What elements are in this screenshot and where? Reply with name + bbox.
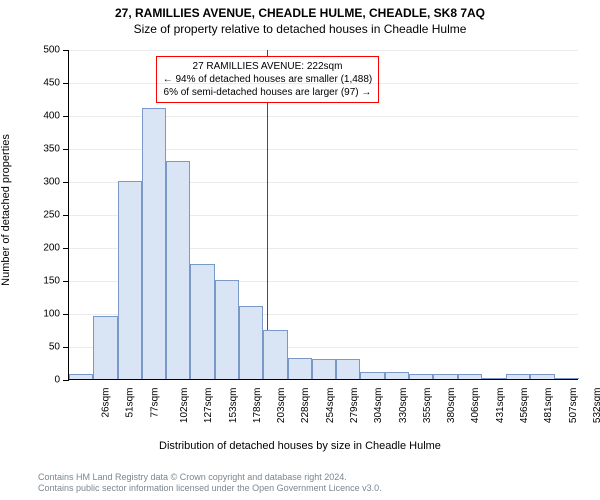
x-tick-label: 330sqm [398, 388, 409, 424]
y-tick [63, 83, 69, 84]
y-tick [63, 248, 69, 249]
page-title-main: 27, RAMILLIES AVENUE, CHEADLE HULME, CHE… [0, 0, 600, 20]
histogram-bar [166, 161, 190, 379]
x-tick-label: 51sqm [125, 388, 136, 418]
histogram-bar [458, 374, 482, 379]
x-tick-label: 481sqm [543, 388, 554, 424]
y-tick-label: 200 [28, 243, 60, 254]
x-tick-label: 456sqm [519, 388, 530, 424]
x-tick-label: 380sqm [446, 388, 457, 424]
y-tick-label: 250 [28, 210, 60, 221]
histogram-bar [360, 372, 384, 379]
y-tick-label: 300 [28, 177, 60, 188]
y-tick-label: 350 [28, 144, 60, 155]
histogram-bar [215, 280, 239, 379]
y-tick-label: 150 [28, 276, 60, 287]
annotation-line-3: 6% of semi-detached houses are larger (9… [163, 86, 373, 99]
x-tick-label: 355sqm [422, 388, 433, 424]
x-tick-label: 304sqm [373, 388, 384, 424]
y-tick [63, 380, 69, 381]
x-tick-label: 431sqm [495, 388, 506, 424]
footer-line-2: Contains public sector information licen… [38, 483, 382, 494]
x-tick-label: 228sqm [301, 388, 312, 424]
y-tick [63, 215, 69, 216]
histogram-chart: 27 RAMILLIES AVENUE: 222sqm ← 94% of det… [68, 50, 578, 380]
histogram-bar [482, 378, 506, 379]
histogram-bar [239, 306, 263, 379]
y-axis-label: Number of detached properties [0, 134, 12, 286]
histogram-bar [312, 359, 336, 379]
histogram-bar [555, 378, 579, 379]
histogram-bar [409, 374, 433, 379]
histogram-bar [190, 264, 214, 380]
page-title-sub: Size of property relative to detached ho… [0, 20, 600, 36]
annotation-line-1: 27 RAMILLIES AVENUE: 222sqm [163, 60, 373, 73]
x-tick-label: 77sqm [149, 388, 160, 418]
x-tick-label: 279sqm [349, 388, 360, 424]
x-tick-label: 102sqm [179, 388, 190, 424]
x-tick-label: 26sqm [101, 388, 112, 418]
histogram-bar [385, 372, 409, 379]
y-tick-label: 400 [28, 111, 60, 122]
y-tick-label: 450 [28, 78, 60, 89]
y-tick [63, 50, 69, 51]
histogram-bar [288, 358, 312, 379]
annotation-line-2: ← 94% of detached houses are smaller (1,… [163, 73, 373, 86]
histogram-bar [118, 181, 142, 379]
histogram-bar [93, 316, 117, 379]
x-tick-label: 532sqm [592, 388, 600, 424]
footer-attribution: Contains HM Land Registry data © Crown c… [38, 472, 382, 494]
x-tick-label: 127sqm [203, 388, 214, 424]
y-tick [63, 116, 69, 117]
y-tick [63, 314, 69, 315]
footer-line-1: Contains HM Land Registry data © Crown c… [38, 472, 382, 483]
y-tick [63, 347, 69, 348]
histogram-bar [506, 374, 530, 379]
x-tick-label: 203sqm [276, 388, 287, 424]
gridline [69, 83, 578, 84]
x-tick-label: 507sqm [568, 388, 579, 424]
gridline [69, 50, 578, 51]
x-tick-label: 406sqm [471, 388, 482, 424]
y-tick-label: 0 [28, 375, 60, 386]
y-tick-label: 500 [28, 45, 60, 56]
x-tick-label: 153sqm [228, 388, 239, 424]
x-axis-label: Distribution of detached houses by size … [0, 440, 600, 452]
x-tick-label: 178sqm [252, 388, 263, 424]
histogram-bar [142, 108, 166, 379]
histogram-bar [530, 374, 554, 379]
histogram-bar [336, 359, 360, 379]
x-tick-label: 254sqm [325, 388, 336, 424]
y-tick [63, 149, 69, 150]
y-tick [63, 281, 69, 282]
y-tick-label: 100 [28, 309, 60, 320]
histogram-bar [433, 374, 457, 379]
histogram-bar [263, 330, 287, 380]
histogram-bar [69, 374, 93, 379]
annotation-box: 27 RAMILLIES AVENUE: 222sqm ← 94% of det… [156, 56, 380, 103]
y-tick-label: 50 [28, 342, 60, 353]
y-tick [63, 182, 69, 183]
